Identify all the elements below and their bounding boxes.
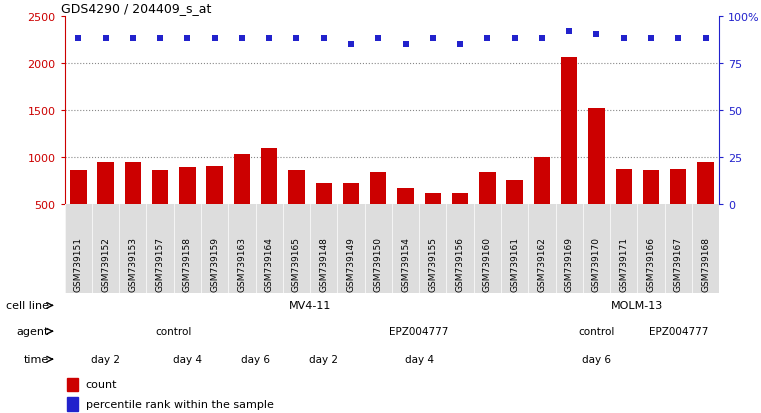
Text: GSM739157: GSM739157 — [156, 237, 164, 292]
Bar — [206, 167, 223, 204]
Bar — [697, 162, 714, 204]
Bar — [370, 173, 387, 204]
Point — [209, 36, 221, 43]
Point — [618, 36, 630, 43]
Text: time: time — [24, 354, 49, 364]
Bar — [67, 397, 78, 411]
Text: GSM739151: GSM739151 — [74, 237, 83, 292]
Point — [672, 36, 684, 43]
Text: GSM739170: GSM739170 — [592, 237, 601, 292]
Text: day 4: day 4 — [405, 354, 434, 364]
Bar — [588, 109, 605, 204]
Bar — [643, 171, 659, 204]
Bar — [616, 170, 632, 204]
Text: day 2: day 2 — [91, 354, 120, 364]
Point — [317, 36, 330, 43]
Text: count: count — [85, 380, 117, 389]
Bar — [234, 154, 250, 204]
Bar — [670, 170, 686, 204]
Text: GSM739160: GSM739160 — [483, 237, 492, 292]
Point — [454, 41, 466, 48]
Text: control: control — [578, 326, 615, 337]
Text: GSM739165: GSM739165 — [292, 237, 301, 292]
Bar — [152, 171, 168, 204]
Point — [563, 28, 575, 35]
Text: GSM739156: GSM739156 — [456, 237, 464, 292]
Text: GSM739155: GSM739155 — [428, 237, 438, 292]
Point — [181, 36, 193, 43]
Text: GDS4290 / 204409_s_at: GDS4290 / 204409_s_at — [62, 2, 212, 15]
Text: GSM739168: GSM739168 — [701, 237, 710, 292]
Point — [372, 36, 384, 43]
Point — [236, 36, 248, 43]
Text: cell line: cell line — [5, 301, 49, 311]
Text: GSM739164: GSM739164 — [265, 237, 274, 292]
Bar — [97, 163, 114, 204]
Point — [699, 36, 712, 43]
Text: GSM739169: GSM739169 — [565, 237, 574, 292]
Point — [127, 36, 139, 43]
Bar — [479, 173, 495, 204]
Text: GSM739153: GSM739153 — [129, 237, 137, 292]
Text: EPZ004777: EPZ004777 — [648, 326, 708, 337]
Text: day 6: day 6 — [582, 354, 611, 364]
Text: GSM739149: GSM739149 — [346, 237, 355, 292]
Text: GSM739152: GSM739152 — [101, 237, 110, 292]
Bar — [261, 149, 277, 204]
Bar — [533, 157, 550, 204]
Point — [154, 36, 166, 43]
Text: agent: agent — [16, 326, 49, 337]
Text: GSM739163: GSM739163 — [237, 237, 247, 292]
Text: day 6: day 6 — [241, 354, 270, 364]
Point — [345, 41, 357, 48]
Bar — [70, 171, 87, 204]
Text: GSM739171: GSM739171 — [619, 237, 628, 292]
Point — [591, 32, 603, 39]
Bar — [125, 162, 141, 204]
Bar — [507, 181, 523, 204]
Text: day 2: day 2 — [309, 354, 338, 364]
Text: GSM739158: GSM739158 — [183, 237, 192, 292]
Bar — [67, 377, 78, 392]
Text: GSM739154: GSM739154 — [401, 237, 410, 292]
Point — [72, 36, 84, 43]
Text: control: control — [155, 326, 192, 337]
Bar — [425, 194, 441, 204]
Bar — [561, 58, 578, 204]
Point — [400, 41, 412, 48]
Text: GSM739148: GSM739148 — [320, 237, 328, 292]
Text: GSM739167: GSM739167 — [673, 237, 683, 292]
Point — [291, 36, 303, 43]
Bar — [288, 170, 304, 204]
Point — [508, 36, 521, 43]
Text: MV4-11: MV4-11 — [289, 301, 331, 311]
Point — [536, 36, 548, 43]
Bar — [316, 184, 332, 204]
Text: GSM739159: GSM739159 — [210, 237, 219, 292]
Text: GSM739150: GSM739150 — [374, 237, 383, 292]
Point — [263, 36, 275, 43]
Point — [100, 36, 112, 43]
Text: MOLM-13: MOLM-13 — [611, 301, 664, 311]
Text: GSM739162: GSM739162 — [537, 237, 546, 292]
Text: percentile rank within the sample: percentile rank within the sample — [85, 399, 273, 409]
Point — [645, 36, 657, 43]
Bar — [180, 168, 196, 204]
Bar — [343, 184, 359, 204]
Point — [481, 36, 493, 43]
Text: EPZ004777: EPZ004777 — [390, 326, 449, 337]
Text: GSM739161: GSM739161 — [510, 237, 519, 292]
Text: GSM739166: GSM739166 — [647, 237, 655, 292]
Point — [427, 36, 439, 43]
Text: day 4: day 4 — [173, 354, 202, 364]
Bar — [397, 188, 414, 204]
Bar — [452, 193, 468, 204]
